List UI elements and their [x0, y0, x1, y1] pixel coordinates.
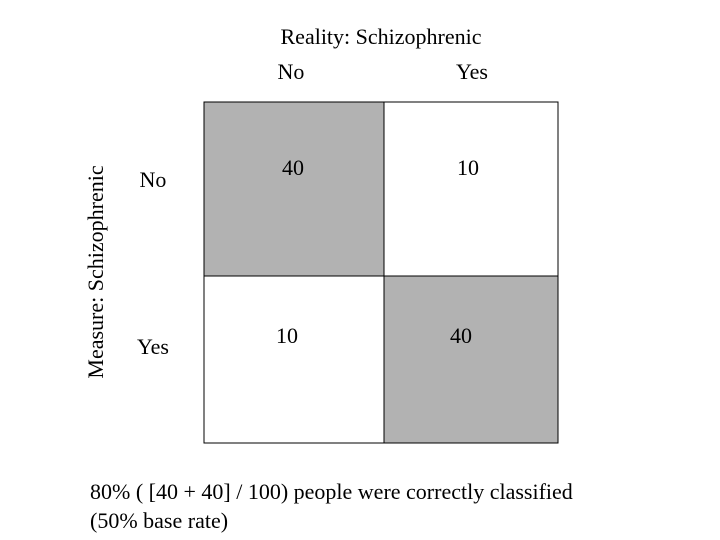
column-title: Reality: Schizophrenic: [281, 24, 482, 49]
cell-value: 10: [457, 155, 479, 180]
row-title: Measure: Schizophrenic: [83, 165, 108, 378]
row-label: Yes: [137, 334, 169, 359]
cell-value: 40: [450, 323, 472, 348]
caption-line: (50% base rate): [90, 508, 228, 533]
caption-line: 80% ( [40 + 40] / 100) people were corre…: [90, 479, 573, 504]
shaded-cell: [384, 276, 558, 443]
table-border: [203, 101, 559, 444]
cell-value: 40: [282, 155, 304, 180]
column-label: No: [278, 59, 305, 84]
cell-value: 10: [276, 323, 298, 348]
shaded-cell: [204, 102, 384, 276]
column-label: Yes: [456, 59, 488, 84]
row-label: No: [140, 167, 167, 192]
